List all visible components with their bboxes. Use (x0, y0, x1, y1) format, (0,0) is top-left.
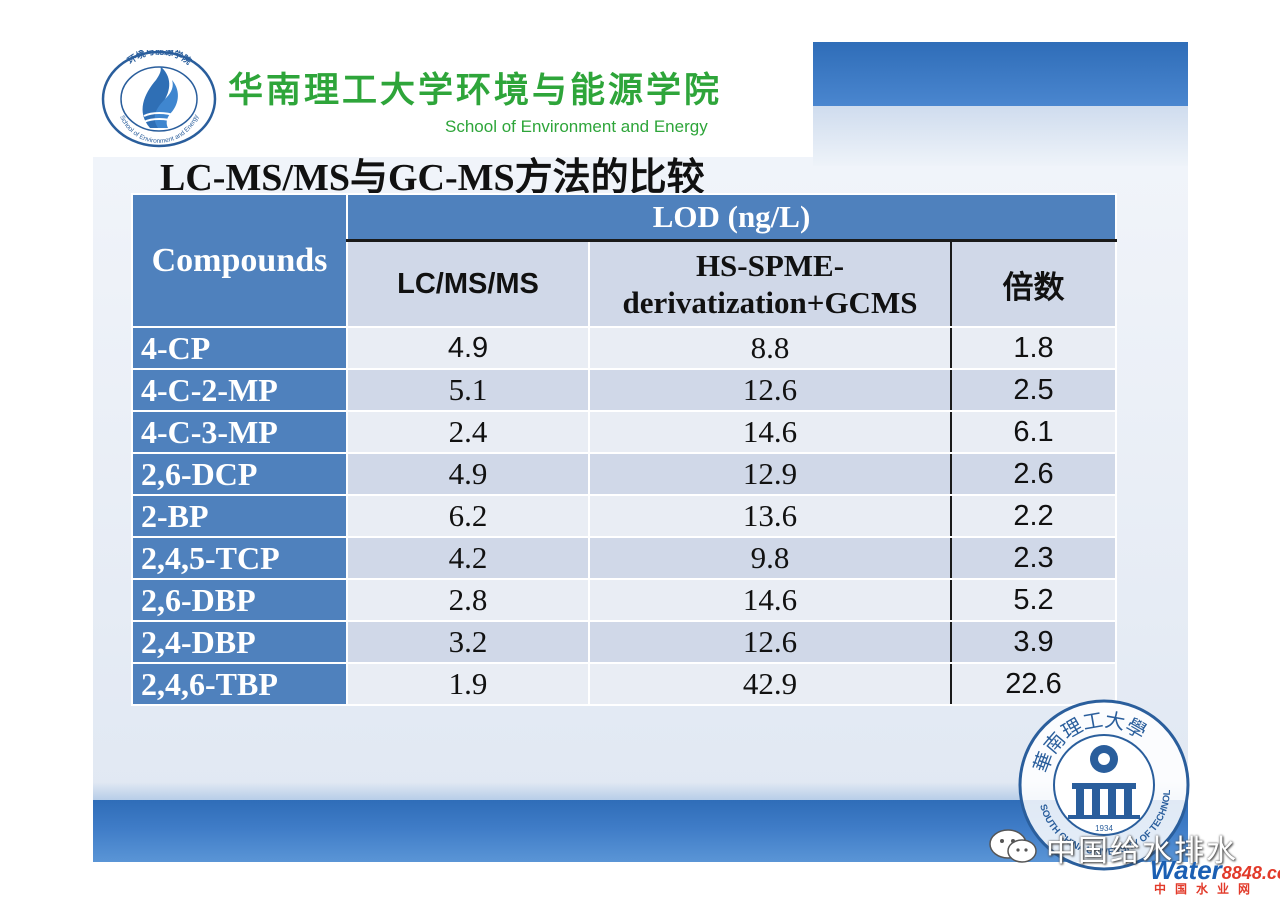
ratio-value: 2.6 (950, 452, 1117, 496)
hsspme-value: 14.6 (588, 410, 952, 454)
slide-title: LC-MS/MS与GC-MS方法的比较 (160, 157, 705, 199)
hsspme-value: 9.8 (588, 536, 952, 580)
compound-cell: 4-CP (131, 326, 348, 370)
table-row: 4-C-3-MP 2.4 14.6 6.1 (131, 410, 1117, 454)
footer-gradient (93, 782, 1188, 800)
lcmsms-value: 1.9 (346, 662, 590, 706)
header-hsspme: HS-SPME-derivatization+GCMS (588, 239, 952, 328)
ratio-value: 22.6 (950, 662, 1117, 706)
header-light-band (813, 106, 1188, 166)
lod-comparison-table: Compounds LOD (ng/L) LC/MS/MS HS-SPME-de… (131, 193, 1117, 706)
compound-cell: 2,6-DBP (131, 578, 348, 622)
table-row: 4-C-2-MP 5.1 12.6 2.5 (131, 368, 1117, 412)
compound-cell: 2,4,5-TCP (131, 536, 348, 580)
header-compounds: Compounds (131, 193, 348, 328)
table-row: 4-CP 4.9 8.8 1.8 (131, 326, 1117, 370)
header-blue-bar (813, 42, 1188, 106)
lcmsms-value: 2.4 (346, 410, 590, 454)
lcmsms-value: 4.9 (346, 452, 590, 496)
lcmsms-value: 6.2 (346, 494, 590, 538)
header-ratio: 倍数 (950, 239, 1117, 328)
hsspme-value: 42.9 (588, 662, 952, 706)
ratio-value: 2.3 (950, 536, 1117, 580)
table-row: 2,4,5-TCP 4.2 9.8 2.3 (131, 536, 1117, 580)
school-name-chinese: 华南理工大学环境与能源学院 (228, 71, 723, 111)
hsspme-value: 14.6 (588, 578, 952, 622)
table-row: 2,4,6-TBP 1.9 42.9 22.6 (131, 662, 1117, 706)
school-logo: 环境与能源学院 School of Environment and Energy (101, 50, 217, 148)
ratio-value: 1.8 (950, 326, 1117, 370)
hsspme-value: 13.6 (588, 494, 952, 538)
lcmsms-value: 4.9 (346, 326, 590, 370)
watermark-subtitle: 中国水业网 (1154, 882, 1260, 896)
ratio-value: 6.1 (950, 410, 1117, 454)
ratio-value: 2.2 (950, 494, 1117, 538)
seal-year: 1934 (1095, 824, 1113, 833)
table-row: 2-BP 6.2 13.6 2.2 (131, 494, 1117, 538)
compound-cell: 2-BP (131, 494, 348, 538)
ratio-value: 5.2 (950, 578, 1117, 622)
compound-cell: 2,4-DBP (131, 620, 348, 664)
hsspme-value: 8.8 (588, 326, 952, 370)
watermark-brand-word: Water (1150, 855, 1222, 885)
hsspme-value: 12.6 (588, 368, 952, 412)
watermark-brand-num: 8848 (1221, 863, 1262, 883)
lcmsms-value: 2.8 (346, 578, 590, 622)
table-row: 2,4-DBP 3.2 12.6 3.9 (131, 620, 1117, 664)
compound-cell: 2,6-DCP (131, 452, 348, 496)
lcmsms-value: 4.2 (346, 536, 590, 580)
hsspme-value: 12.9 (588, 452, 952, 496)
ratio-value: 3.9 (950, 620, 1117, 664)
header-lod: LOD (ng/L) (346, 193, 1117, 242)
hsspme-value: 12.6 (588, 620, 952, 664)
header-lcmsms: LC/MS/MS (346, 239, 590, 328)
watermark-brand-tld: .com (1261, 863, 1280, 883)
school-name-english: School of Environment and Energy (445, 117, 708, 136)
table-row: 2,6-DBP 2.8 14.6 5.2 (131, 578, 1117, 622)
watermark-brand: Water8848.com (1150, 855, 1280, 886)
compound-cell: 2,4,6-TBP (131, 662, 348, 706)
compound-cell: 4-C-3-MP (131, 410, 348, 454)
ratio-value: 2.5 (950, 368, 1117, 412)
wechat-icon (989, 829, 1037, 863)
watermark-text: 中国给水排水 (1046, 834, 1238, 869)
compound-cell: 4-C-2-MP (131, 368, 348, 412)
lcmsms-value: 5.1 (346, 368, 590, 412)
lcmsms-value: 3.2 (346, 620, 590, 664)
table-row: 2,6-DCP 4.9 12.9 2.6 (131, 452, 1117, 496)
university-seal: 華南理工大學 SOUTH CHINA UNIVERSITY OF TECHNOL… (1016, 697, 1190, 871)
